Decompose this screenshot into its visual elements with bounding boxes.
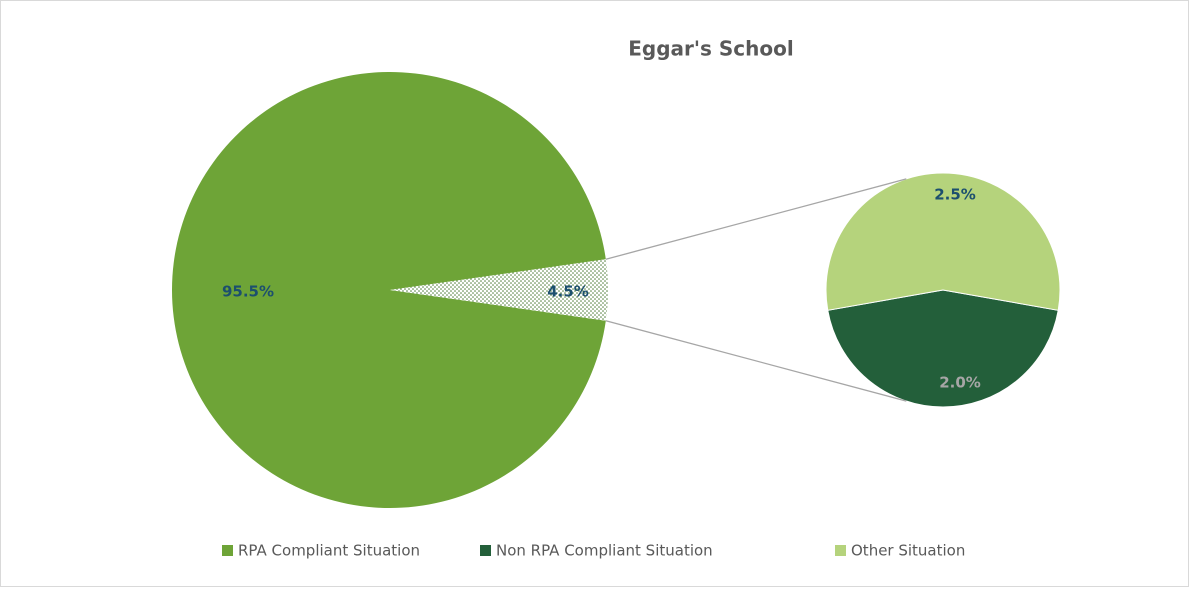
legend-swatch bbox=[480, 545, 491, 556]
pie-slice-combined bbox=[390, 259, 608, 321]
connector-line bbox=[605, 178, 907, 260]
pie-slice bbox=[172, 71, 606, 508]
chart-title: Eggar's School bbox=[628, 37, 793, 61]
legend-label: Other Situation bbox=[851, 542, 965, 560]
pie-slice bbox=[827, 289, 1059, 408]
legend-swatch bbox=[222, 545, 233, 556]
data-label: 95.5% bbox=[222, 283, 274, 301]
data-label: 2.5% bbox=[934, 186, 976, 204]
legend-swatch bbox=[835, 545, 846, 556]
data-label: 2.0% bbox=[939, 374, 981, 392]
pie-slice bbox=[825, 172, 1061, 311]
legend-label: RPA Compliant Situation bbox=[238, 542, 420, 560]
data-label: 4.5% bbox=[547, 283, 589, 301]
legend-label: Non RPA Compliant Situation bbox=[496, 542, 713, 560]
connector-line bbox=[605, 320, 907, 402]
